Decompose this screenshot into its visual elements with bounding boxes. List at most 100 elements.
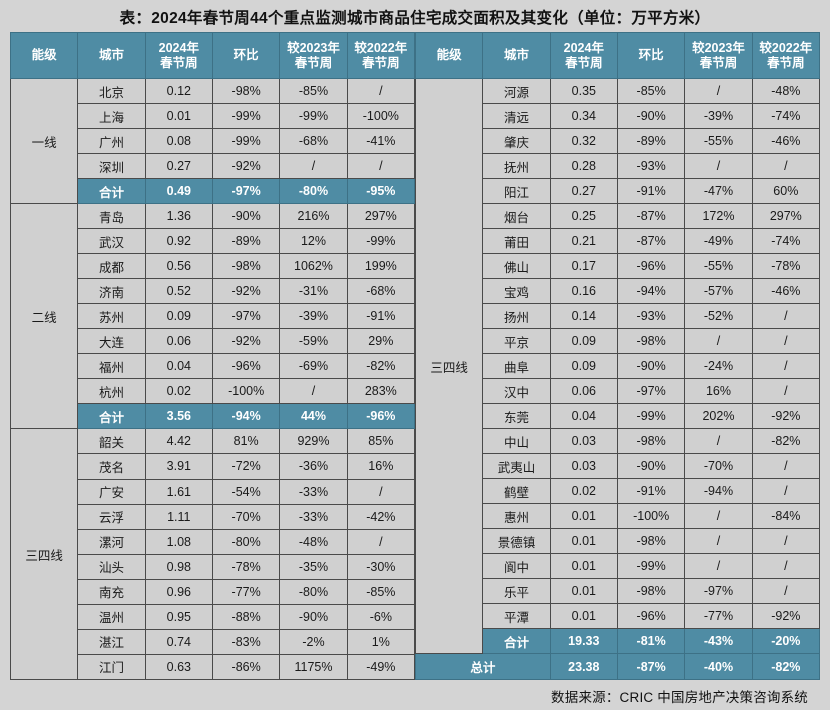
- table-row: 上海 0.01 -99% -99% -100%: [11, 103, 416, 130]
- col-header-y2023-line2: 春节周: [699, 55, 738, 70]
- tier-label-一线: 一线: [9, 77, 79, 205]
- cell-qoq: -99%: [211, 103, 281, 130]
- cell-qoq: -78%: [211, 553, 281, 580]
- tier-label-三四线: 三四线: [414, 78, 484, 654]
- cell-qoq: -72%: [211, 453, 281, 480]
- cell-area-2024: 0.08: [144, 128, 213, 155]
- cell-grandtotal-vs-2022: -82%: [751, 653, 821, 680]
- cell-area-2024: 0.21: [549, 228, 618, 254]
- cell-qoq: -94%: [211, 403, 281, 430]
- cell-vs-2022: 199%: [346, 253, 416, 280]
- cell-area-2024: 1.36: [144, 203, 213, 230]
- table-row: 大连 0.06 -92% -59% 29%: [11, 328, 416, 355]
- cell-qoq: -81%: [616, 628, 686, 654]
- cell-qoq: -99%: [616, 553, 686, 579]
- cell-city: 烟台: [482, 203, 551, 229]
- cell-city: 合计: [77, 403, 146, 430]
- cell-vs-2022: -68%: [346, 278, 416, 305]
- cell-qoq: -97%: [211, 178, 281, 205]
- cell-area-2024: 0.17: [549, 253, 618, 279]
- cell-vs-2023: -2%: [279, 628, 348, 655]
- cell-area-2024: 0.52: [144, 278, 213, 305]
- cell-city: 扬州: [482, 303, 551, 329]
- left-table-body: 一线 北京 0.12 -98% -85% / 上海 0.01 -99% -99% -100% 广州 0.…: [9, 77, 416, 681]
- cell-vs-2022: /: [751, 478, 821, 504]
- cell-qoq: -94%: [616, 278, 686, 304]
- col-header-area: 2024年 春节周: [549, 32, 618, 79]
- cell-vs-2022: /: [751, 578, 821, 604]
- cell-qoq: -92%: [211, 153, 281, 180]
- cell-vs-2023: -33%: [279, 503, 348, 530]
- cell-vs-2022: -95%: [346, 178, 416, 205]
- cell-city: 漯河: [77, 528, 146, 555]
- cell-qoq: -87%: [616, 228, 686, 254]
- cell-vs-2022: -30%: [346, 553, 416, 580]
- table-row: 三四线 河源 0.35 -85% / -48%: [414, 78, 821, 654]
- cell-vs-2022: -41%: [346, 128, 416, 155]
- cell-qoq: -89%: [616, 128, 686, 154]
- table-row: 莆田 0.21 -87% -49% -74%: [416, 228, 821, 254]
- cell-area-2024: 0.02: [549, 478, 618, 504]
- table-row: 云浮 1.11 -70% -33% -42%: [11, 503, 416, 530]
- table-row: 武夷山 0.03 -90% -70% /: [416, 453, 821, 479]
- cell-city: 平潭: [482, 603, 551, 629]
- cell-vs-2022: /: [751, 378, 821, 404]
- table-row: 扬州 0.14 -93% -52% /: [416, 303, 821, 329]
- table-row: 济南 0.52 -92% -31% -68%: [11, 278, 416, 305]
- cell-city: 成都: [77, 253, 146, 280]
- cell-vs-2023: /: [684, 153, 753, 179]
- col-header-qoq: 环比: [211, 32, 281, 79]
- cell-city: 武夷山: [482, 453, 551, 479]
- cell-vs-2023: -80%: [279, 178, 348, 205]
- cell-area-2024: 0.34: [549, 103, 618, 129]
- right-table-header: 能级 城市 2024年 春节周 环比 较2023年 春节周 较2022年 春节周: [414, 32, 821, 79]
- cell-city: 北京: [77, 77, 146, 105]
- cell-vs-2022: -74%: [751, 103, 821, 129]
- cell-area-2024: 0.04: [549, 403, 618, 429]
- cell-vs-2023: -80%: [279, 578, 348, 605]
- col-header-y2022-line2: 春节周: [362, 55, 400, 70]
- table-row: 烟台 0.25 -87% 172% 297%: [416, 203, 821, 229]
- cell-qoq: -92%: [211, 328, 281, 355]
- table-row: 武汉 0.92 -89% 12% -99%: [11, 228, 416, 255]
- table-row: 湛江 0.74 -83% -2% 1%: [11, 628, 416, 655]
- cell-vs-2022: /: [346, 478, 416, 505]
- left-table: 能级 城市 2024年 春节周 环比 较2023年 春节周 较2022年 春节周 一线…: [9, 32, 416, 681]
- cell-vs-2023: 1175%: [279, 653, 348, 681]
- table-row: 深圳 0.27 -92% / /: [11, 153, 416, 180]
- cell-area-2024: 0.49: [144, 178, 213, 205]
- cell-vs-2023: 202%: [684, 403, 753, 429]
- col-header-y2023-line1: 较2023年: [287, 40, 340, 55]
- cell-qoq: -92%: [211, 278, 281, 305]
- table-row: 鹤壁 0.02 -91% -94% /: [416, 478, 821, 504]
- cell-qoq: -97%: [211, 303, 281, 330]
- cell-area-2024: 0.12: [144, 77, 213, 105]
- cell-qoq: -99%: [616, 403, 686, 429]
- cell-city: 阆中: [482, 553, 551, 579]
- cell-vs-2023: -39%: [279, 303, 348, 330]
- cell-city: 宝鸡: [482, 278, 551, 304]
- table-row: 曲阜 0.09 -90% -24% /: [416, 353, 821, 379]
- right-table: 能级 城市 2024年 春节周 环比 较2023年 春节周 较2022年 春节周 三四…: [414, 32, 821, 680]
- cell-qoq: 81%: [211, 428, 281, 455]
- cell-qoq: -83%: [211, 628, 281, 655]
- cell-vs-2022: -92%: [751, 403, 821, 429]
- cell-vs-2023: -85%: [279, 77, 348, 105]
- cell-area-2024: 0.27: [549, 178, 618, 204]
- cell-qoq: -93%: [616, 153, 686, 179]
- cell-area-2024: 0.01: [549, 503, 618, 529]
- cell-area-2024: 0.92: [144, 228, 213, 255]
- cell-city: 惠州: [482, 503, 551, 529]
- cell-vs-2022: -46%: [751, 128, 821, 154]
- cell-qoq: -100%: [211, 378, 281, 405]
- cell-vs-2023: -57%: [684, 278, 753, 304]
- col-header-city: 城市: [482, 32, 551, 79]
- cell-vs-2023: -52%: [684, 303, 753, 329]
- cell-area-2024: 0.96: [144, 578, 213, 605]
- cell-city: 莆田: [482, 228, 551, 254]
- cell-vs-2022: /: [751, 353, 821, 379]
- right-table-body: 三四线 河源 0.35 -85% / -48% 清远 0.34 -90% -39% -74% 肇庆 0.…: [414, 78, 821, 680]
- col-header-y2023-line1: 较2023年: [692, 40, 745, 55]
- cell-area-2024: 0.25: [549, 203, 618, 229]
